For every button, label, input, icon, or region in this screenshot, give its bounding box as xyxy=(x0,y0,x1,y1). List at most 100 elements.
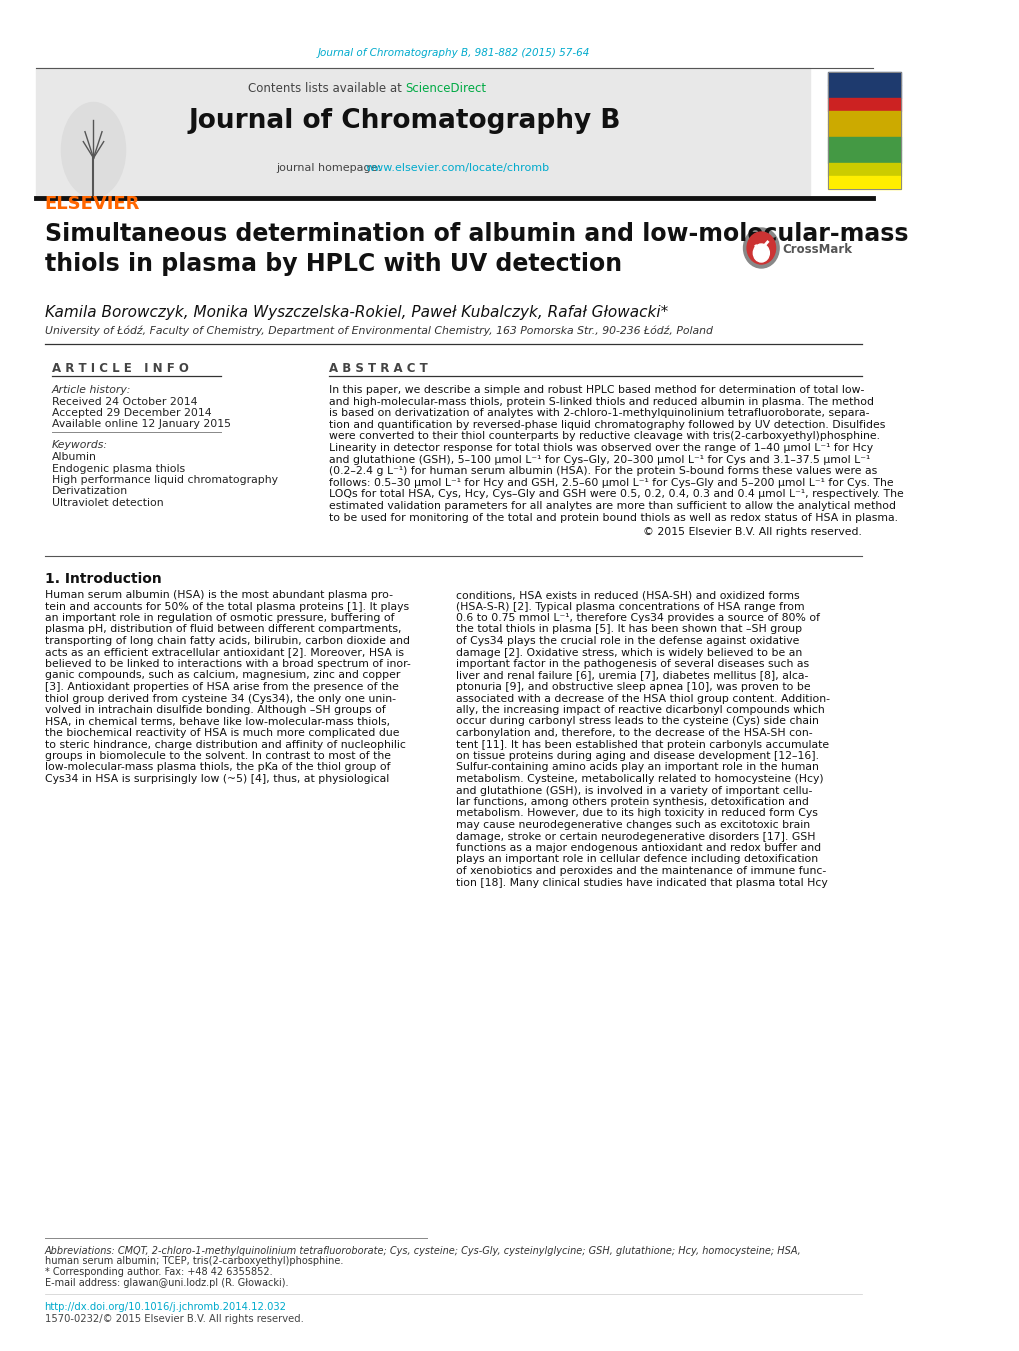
Text: groups in biomolecule to the solvent. In contrast to most of the: groups in biomolecule to the solvent. In… xyxy=(45,751,390,761)
Text: Journal of Chromatography B: Journal of Chromatography B xyxy=(189,108,621,134)
Text: of Cys34 plays the crucial role in the defense against oxidative: of Cys34 plays the crucial role in the d… xyxy=(455,636,799,646)
Text: lar functions, among others protein synthesis, detoxification and: lar functions, among others protein synt… xyxy=(455,797,808,807)
Text: to be used for monitoring of the total and protein bound thiols as well as redox: to be used for monitoring of the total a… xyxy=(329,512,898,523)
Text: journal homepage:: journal homepage: xyxy=(276,163,384,173)
Bar xyxy=(827,136,900,150)
Text: tion [18]. Many clinical studies have indicated that plasma total Hcy: tion [18]. Many clinical studies have in… xyxy=(455,878,826,888)
Text: Simultaneous determination of albumin and low-molecular-mass
thiols in plasma by: Simultaneous determination of albumin an… xyxy=(45,222,907,276)
Text: Albumin: Albumin xyxy=(52,453,97,462)
Text: Article history:: Article history: xyxy=(52,385,130,394)
Text: © 2015 Elsevier B.V. All rights reserved.: © 2015 Elsevier B.V. All rights reserved… xyxy=(642,527,861,538)
Text: E-mail address: glawan@uni.lodz.pl (R. Głowacki).: E-mail address: glawan@uni.lodz.pl (R. G… xyxy=(45,1278,287,1288)
Text: (0.2–2.4 g L⁻¹) for human serum albumin (HSA). For the protein S-bound forms the: (0.2–2.4 g L⁻¹) for human serum albumin … xyxy=(329,466,877,476)
Bar xyxy=(827,72,900,85)
Text: www.elsevier.com/locate/chromb: www.elsevier.com/locate/chromb xyxy=(365,163,548,173)
Text: tion and quantification by reversed-phase liquid chromatography followed by UV d: tion and quantification by reversed-phas… xyxy=(329,420,884,430)
Text: Journal of Chromatography B, 981-882 (2015) 57-64: Journal of Chromatography B, 981-882 (20… xyxy=(318,49,590,58)
Text: tent [11]. It has been established that protein carbonyls accumulate: tent [11]. It has been established that … xyxy=(455,739,828,750)
Text: ScienceDirect: ScienceDirect xyxy=(405,82,486,95)
Text: plays an important role in cellular defence including detoxification: plays an important role in cellular defe… xyxy=(455,854,817,865)
Text: of xenobiotics and peroxides and the maintenance of immune func-: of xenobiotics and peroxides and the mai… xyxy=(455,866,825,875)
Circle shape xyxy=(746,232,774,263)
Text: acts as an efficient extracellular antioxidant [2]. Moreover, HSA is: acts as an efficient extracellular antio… xyxy=(45,647,404,658)
Text: estimated validation parameters for all analytes are more than sufficient to all: estimated validation parameters for all … xyxy=(329,501,896,511)
Text: important factor in the pathogenesis of several diseases such as: important factor in the pathogenesis of … xyxy=(455,659,808,669)
Text: follows: 0.5–30 μmol L⁻¹ for Hcy and GSH, 2.5–60 μmol L⁻¹ for Cys–Gly and 5–200 : follows: 0.5–30 μmol L⁻¹ for Hcy and GSH… xyxy=(329,478,894,488)
Text: Contents lists available at: Contents lists available at xyxy=(248,82,405,95)
Text: (HSA-S-R) [2]. Typical plasma concentrations of HSA range from: (HSA-S-R) [2]. Typical plasma concentrat… xyxy=(455,601,804,612)
Bar xyxy=(36,68,809,195)
Bar xyxy=(827,111,900,124)
Text: low-molecular-mass plasma thiols, the pKa of the thiol group of: low-molecular-mass plasma thiols, the pK… xyxy=(45,762,389,773)
Text: associated with a decrease of the HSA thiol group content. Addition-: associated with a decrease of the HSA th… xyxy=(455,693,829,704)
Text: occur during carbonyl stress leads to the cysteine (Cys) side chain: occur during carbonyl stress leads to th… xyxy=(455,716,818,727)
Text: transporting of long chain fatty acids, bilirubin, carbon dioxide and: transporting of long chain fatty acids, … xyxy=(45,636,409,646)
Text: 0.6 to 0.75 mmol L⁻¹, therefore Cys34 provides a source of 80% of: 0.6 to 0.75 mmol L⁻¹, therefore Cys34 pr… xyxy=(455,613,819,623)
Bar xyxy=(827,72,900,189)
Text: Keywords:: Keywords: xyxy=(52,440,108,450)
Text: to steric hindrance, charge distribution and affinity of nucleophilic: to steric hindrance, charge distribution… xyxy=(45,739,405,750)
Bar xyxy=(827,176,900,189)
Text: Human serum albumin (HSA) is the most abundant plasma pro-: Human serum albumin (HSA) is the most ab… xyxy=(45,590,392,600)
Text: may cause neurodegenerative changes such as excitotoxic brain: may cause neurodegenerative changes such… xyxy=(455,820,809,830)
Text: ganic compounds, such as calcium, magnesium, zinc and copper: ganic compounds, such as calcium, magnes… xyxy=(45,670,399,681)
Text: human serum albumin; TCEP, tris(2-carboxyethyl)phosphine.: human serum albumin; TCEP, tris(2-carbox… xyxy=(45,1256,342,1266)
Circle shape xyxy=(743,228,779,267)
Text: Ultraviolet detection: Ultraviolet detection xyxy=(52,499,163,508)
Text: damage, stroke or certain neurodegenerative disorders [17]. GSH: damage, stroke or certain neurodegenerat… xyxy=(455,831,814,842)
Text: thiol group derived from cysteine 34 (Cys34), the only one unin-: thiol group derived from cysteine 34 (Cy… xyxy=(45,693,395,704)
Bar xyxy=(827,150,900,163)
Text: Abbreviations: CMQT, 2-chloro-1-methylquinolinium tetrafluoroborate; Cys, cystei: Abbreviations: CMQT, 2-chloro-1-methylqu… xyxy=(45,1246,801,1256)
Text: Received 24 October 2014: Received 24 October 2014 xyxy=(52,397,197,407)
Text: damage [2]. Oxidative stress, which is widely believed to be an: damage [2]. Oxidative stress, which is w… xyxy=(455,647,801,658)
Text: liver and renal failure [6], uremia [7], diabetes mellitus [8], alca-: liver and renal failure [6], uremia [7],… xyxy=(455,670,807,681)
Bar xyxy=(827,85,900,99)
Text: an important role in regulation of osmotic pressure, buffering of: an important role in regulation of osmot… xyxy=(45,613,393,623)
Text: LOQs for total HSA, Cys, Hcy, Cys–Gly and GSH were 0.5, 0.2, 0.4, 0.3 and 0.4 μm: LOQs for total HSA, Cys, Hcy, Cys–Gly an… xyxy=(329,489,903,500)
Circle shape xyxy=(753,245,768,262)
Text: CrossMark: CrossMark xyxy=(782,243,852,255)
Text: ptonuria [9], and obstructive sleep apnea [10], was proven to be: ptonuria [9], and obstructive sleep apne… xyxy=(455,682,810,692)
Text: Accepted 29 December 2014: Accepted 29 December 2014 xyxy=(52,408,211,417)
Ellipse shape xyxy=(61,103,125,197)
Text: A R T I C L E   I N F O: A R T I C L E I N F O xyxy=(52,362,189,376)
Text: 1570-0232/© 2015 Elsevier B.V. All rights reserved.: 1570-0232/© 2015 Elsevier B.V. All right… xyxy=(45,1315,303,1324)
Text: Derivatization: Derivatization xyxy=(52,486,127,497)
Text: metabolism. However, due to its high toxicity in reduced form Cys: metabolism. However, due to its high tox… xyxy=(455,808,817,819)
Text: HSA, in chemical terms, behave like low-molecular-mass thiols,: HSA, in chemical terms, behave like low-… xyxy=(45,716,389,727)
Text: Cys34 in HSA is surprisingly low (~5) [4], thus, at physiological: Cys34 in HSA is surprisingly low (~5) [4… xyxy=(45,774,388,784)
Text: the total thiols in plasma [5]. It has been shown that –SH group: the total thiols in plasma [5]. It has b… xyxy=(455,624,801,635)
Text: ELSEVIER: ELSEVIER xyxy=(45,195,140,213)
Text: on tissue proteins during aging and disease development [12–16].: on tissue proteins during aging and dise… xyxy=(455,751,818,761)
Text: metabolism. Cysteine, metabolically related to homocysteine (Hcy): metabolism. Cysteine, metabolically rela… xyxy=(455,774,822,784)
Bar xyxy=(827,99,900,111)
Text: believed to be linked to interactions with a broad spectrum of inor-: believed to be linked to interactions wi… xyxy=(45,659,410,669)
Text: Available online 12 January 2015: Available online 12 January 2015 xyxy=(52,419,230,430)
Text: High performance liquid chromatography: High performance liquid chromatography xyxy=(52,476,277,485)
Text: and glutathione (GSH), 5–100 μmol L⁻¹ for Cys–Gly, 20–300 μmol L⁻¹ for Cys and 3: and glutathione (GSH), 5–100 μmol L⁻¹ fo… xyxy=(329,454,870,465)
Text: plasma pH, distribution of fluid between different compartments,: plasma pH, distribution of fluid between… xyxy=(45,624,400,635)
Bar xyxy=(827,163,900,176)
Text: A B S T R A C T: A B S T R A C T xyxy=(329,362,428,376)
Text: Kamila Borowczyk, Monika Wyszczelska-Rokiel, Paweł Kubalczyk, Rafał Głowacki*: Kamila Borowczyk, Monika Wyszczelska-Rok… xyxy=(45,305,667,320)
Text: Linearity in detector response for total thiols was observed over the range of 1: Linearity in detector response for total… xyxy=(329,443,872,453)
Text: 1. Introduction: 1. Introduction xyxy=(45,571,161,586)
Text: volved in intrachain disulfide bonding. Although –SH groups of: volved in intrachain disulfide bonding. … xyxy=(45,705,385,715)
Text: Endogenic plasma thiols: Endogenic plasma thiols xyxy=(52,463,184,473)
Text: and glutathione (GSH), is involved in a variety of important cellu-: and glutathione (GSH), is involved in a … xyxy=(455,785,811,796)
Text: is based on derivatization of analytes with 2-chloro-1-methylquinolinium tetrafl: is based on derivatization of analytes w… xyxy=(329,408,869,419)
Text: carbonylation and, therefore, to the decrease of the HSA-SH con-: carbonylation and, therefore, to the dec… xyxy=(455,728,812,738)
Text: conditions, HSA exists in reduced (HSA-SH) and oxidized forms: conditions, HSA exists in reduced (HSA-S… xyxy=(455,590,799,600)
Text: University of Łódź, Faculty of Chemistry, Department of Environmental Chemistry,: University of Łódź, Faculty of Chemistry… xyxy=(45,326,711,336)
Text: ally, the increasing impact of reactive dicarbonyl compounds which: ally, the increasing impact of reactive … xyxy=(455,705,823,715)
Text: were converted to their thiol counterparts by reductive cleavage with tris(2-car: were converted to their thiol counterpar… xyxy=(329,431,879,442)
Text: In this paper, we describe a simple and robust HPLC based method for determinati: In this paper, we describe a simple and … xyxy=(329,385,864,394)
Text: tein and accounts for 50% of the total plasma proteins [1]. It plays: tein and accounts for 50% of the total p… xyxy=(45,601,409,612)
Text: the biochemical reactivity of HSA is much more complicated due: the biochemical reactivity of HSA is muc… xyxy=(45,728,398,738)
Text: functions as a major endogenous antioxidant and redox buffer and: functions as a major endogenous antioxid… xyxy=(455,843,820,852)
Text: Sulfur-containing amino acids play an important role in the human: Sulfur-containing amino acids play an im… xyxy=(455,762,818,773)
Text: * Corresponding author. Fax: +48 42 6355852.: * Corresponding author. Fax: +48 42 6355… xyxy=(45,1267,272,1277)
Text: [3]. Antioxidant properties of HSA arise from the presence of the: [3]. Antioxidant properties of HSA arise… xyxy=(45,682,398,692)
Bar xyxy=(827,124,900,136)
Text: http://dx.doi.org/10.1016/j.jchromb.2014.12.032: http://dx.doi.org/10.1016/j.jchromb.2014… xyxy=(45,1302,286,1312)
